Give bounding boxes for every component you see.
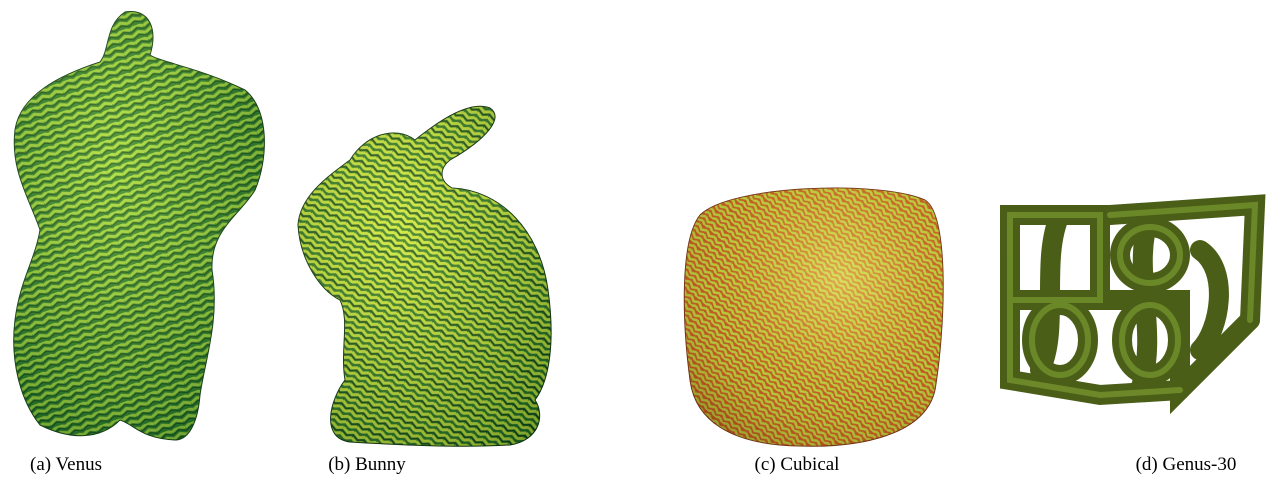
genus-panel bbox=[1010, 205, 1255, 395]
bunny-panel bbox=[298, 106, 551, 446]
caption: (a) Venus bbox=[30, 454, 102, 475]
cubical-panel bbox=[684, 188, 943, 446]
caption: (b) Bunny bbox=[328, 454, 406, 475]
venus-panel bbox=[14, 12, 265, 440]
caption: (d) Genus-30 bbox=[1136, 454, 1237, 475]
caption: (c) Cubical bbox=[755, 454, 840, 475]
figure: (a) Venus (b) Bunny (c) Cubical (d) Genu… bbox=[0, 0, 1282, 483]
